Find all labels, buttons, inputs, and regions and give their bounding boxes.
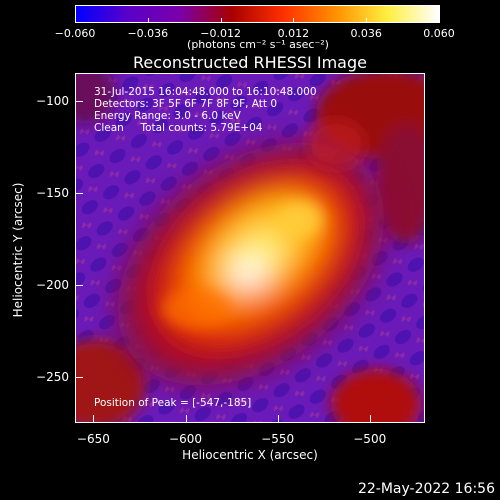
colorbar-tick-label: 0.060 (423, 27, 455, 40)
x-tick (93, 415, 95, 422)
info-line: 31-Jul-2015 16:04:48.000 to 16:10:48.000 (94, 86, 317, 98)
y-tick (76, 100, 83, 102)
colorbar-units-label: (photons cm⁻² s⁻¹ asec⁻²) (187, 38, 329, 51)
y-tick (76, 192, 83, 194)
y-tick-label: −250 (36, 369, 69, 384)
x-tick-label: −650 (76, 432, 110, 446)
image-title: Reconstructed RHESSI Image (133, 53, 367, 72)
x-tick-label: −500 (353, 432, 387, 446)
rhessi-image: 31-Jul-2015 16:04:48.000 to 16:10:48.000… (75, 73, 425, 423)
y-axis-label: Heliocentric Y (arcsec) (11, 182, 25, 318)
colorbar-tick (366, 18, 368, 23)
x-axis-label: Heliocentric X (arcsec) (182, 448, 318, 462)
colorbar-tick (220, 18, 222, 23)
rhessi-heatmap (76, 74, 424, 422)
x-tick (369, 415, 371, 422)
colorbar-tick-label: −0.012 (200, 27, 241, 40)
peak-position-label: Position of Peak = [-547,-185] (94, 397, 252, 409)
y-tick-label: −200 (36, 277, 69, 292)
flare-lobes (161, 119, 366, 329)
y-tick-label: −100 (36, 93, 69, 108)
x-tick-label: −600 (169, 432, 202, 446)
info-line: Detectors: 3F 5F 6F 7F 8F 9F, Att 0 (94, 98, 278, 110)
colorbar-tick-label: 0.012 (277, 27, 310, 40)
colorbar-tick (147, 18, 149, 23)
colorbar-tick-label: 0.036 (350, 27, 382, 40)
x-tick (277, 415, 279, 422)
colorbar-tick-label: −0.060 (54, 27, 96, 40)
plot-date: 22-May-2022 16:56 (357, 481, 495, 497)
colorbar (75, 5, 440, 23)
x-tick-label: −550 (261, 432, 295, 446)
colorbar-tick (293, 18, 295, 23)
info-line: Energy Range: 3.0 - 6.0 keV (94, 110, 241, 122)
info-line: Clean Total counts: 5.79E+04 (94, 122, 263, 134)
colorbar-tick-label: −0.036 (127, 27, 169, 40)
y-tick-label: −150 (36, 185, 69, 200)
y-tick (76, 284, 83, 286)
colorbar-tick (439, 18, 440, 23)
colorbar-tick (75, 18, 76, 23)
y-tick (76, 376, 83, 378)
x-tick (185, 415, 187, 422)
